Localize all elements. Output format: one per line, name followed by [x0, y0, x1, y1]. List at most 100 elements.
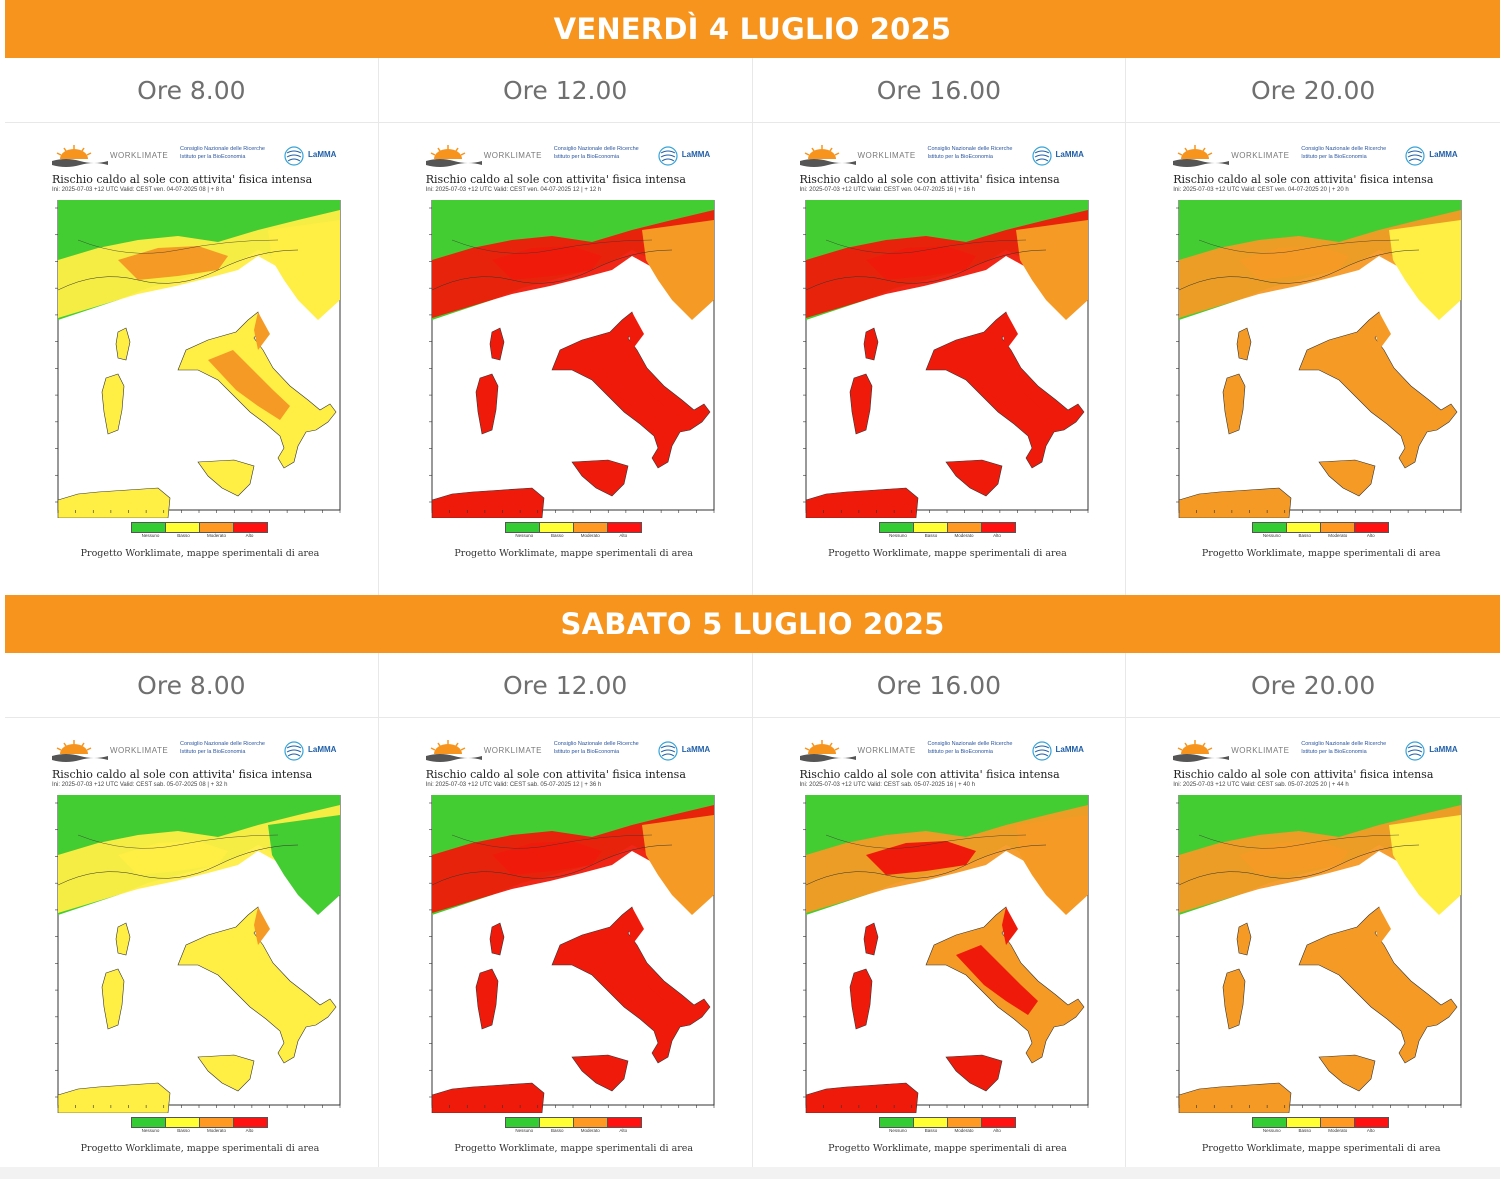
map-card[interactable]: WORKLIMATE Consiglio Nazionale delle Ric… [5, 123, 378, 595]
map-area [52, 795, 348, 1113]
map-title: Rischio caldo al sole con attivita' fisi… [799, 768, 1060, 781]
legend-swatch-basso [912, 1117, 948, 1128]
legend-label: Nessuno [889, 1128, 907, 1133]
hour-label: Ore 20.00 [1126, 653, 1500, 718]
slot-cell: Ore 8.00 WORKLIMATE Consiglio Nazionale [5, 653, 379, 1168]
logo-bar: WORKLIMATE Consiglio Nazionale delle Ric… [425, 141, 722, 171]
legend-swatch-nessuno [878, 522, 914, 533]
risk-legend [426, 522, 722, 533]
cnr-brand: Consiglio Nazionale delle Ricerche Istit… [1301, 146, 1387, 160]
map-credit: Progetto Worklimate, mappe sperimentali … [828, 1143, 1067, 1154]
map-title: Rischio caldo al sole con attivita' fisi… [1173, 173, 1434, 186]
legend-swatch-basso [165, 522, 200, 533]
worklimate-sun-logo [1173, 145, 1230, 167]
forecast-page: VENERDÌ 4 LUGLIO 2025 Ore 8.00 WOR [5, 0, 1500, 1168]
legend-label: Alto [245, 1128, 254, 1133]
legend-label: Moderato [580, 533, 600, 538]
legend-swatch-basso [165, 1117, 200, 1128]
slot-cell: Ore 12.00 WORKLIMATE Consiglio Nazionale [378, 58, 753, 595]
logo-bar: WORKLIMATE Consiglio Nazionale delle Ric… [1173, 141, 1469, 171]
hour-grid: Ore 8.00 WORKLIMATE Consiglio Nazionale [5, 58, 1500, 595]
map-area [1173, 200, 1469, 518]
worklimate-sun-logo [425, 145, 482, 167]
legend-swatch-alto [1354, 1117, 1390, 1128]
legend-swatch-basso [538, 1117, 574, 1128]
risk-legend-labels: Nessuno Basso Moderato Alto [1173, 533, 1469, 538]
legend-label: Moderato [954, 533, 974, 538]
page-footer-strip [0, 1167, 1500, 1179]
legend-swatch-moderato [572, 1117, 608, 1128]
lamma-logo [1405, 741, 1425, 761]
legend-swatch-moderato [199, 522, 234, 533]
legend-label: Basso [177, 1128, 190, 1133]
map-validity: Ini: 2025-07-03 +12 UTC Valid: CEST sab.… [425, 782, 602, 788]
risk-legend [800, 1117, 1096, 1128]
legend-swatch-nessuno [131, 522, 166, 533]
hour-label: Ore 12.00 [378, 653, 752, 718]
legend-label: Alto [619, 1128, 628, 1133]
hour-label: Ore 16.00 [752, 653, 1126, 718]
lamma-brand: LaMMA [681, 745, 711, 754]
risk-legend-labels: Nessuno Basso Moderato Alto [800, 533, 1096, 538]
lamma-logo [284, 741, 304, 761]
risk-legend-labels: Nessuno Basso Moderato Alto [800, 1128, 1096, 1133]
legend-swatch-basso [912, 522, 948, 533]
map-card[interactable]: WORKLIMATE Consiglio Nazionale delle Ric… [379, 718, 752, 1168]
map-validity: Ini: 2025-07-03 +12 UTC Valid: CEST ven.… [425, 187, 602, 193]
slot-cell: Ore 12.00 WORKLIMATE Consiglio Nazionale [378, 653, 753, 1168]
risk-legend-labels: Nessuno Basso Moderato Alto [52, 533, 348, 538]
legend-swatch-alto [1354, 522, 1390, 533]
map-card[interactable]: WORKLIMATE Consiglio Nazionale delle Ric… [753, 718, 1126, 1168]
risk-legend [426, 1117, 722, 1128]
map-validity: Ini: 2025-07-03 +12 UTC Valid: CEST sab.… [799, 782, 975, 788]
lamma-brand: LaMMA [1055, 150, 1084, 159]
logo-bar: WORKLIMATE Consiglio Nazionale delle Ric… [1173, 736, 1469, 766]
logo-bar: WORKLIMATE Consiglio Nazionale delle Ric… [52, 141, 348, 171]
day-section-2: SABATO 5 LUGLIO 2025 Ore 8.00 WORK [5, 595, 1500, 1168]
worklimate-sun-logo [425, 740, 482, 762]
italy-risk-map [55, 795, 341, 1113]
map-title: Rischio caldo al sole con attivita' fisi… [1173, 768, 1434, 781]
legend-label: Moderato [954, 1128, 974, 1133]
map-area [426, 200, 722, 518]
legend-label: Basso [177, 533, 190, 538]
lamma-logo [1031, 741, 1052, 761]
map-area [1173, 795, 1469, 1113]
lamma-logo [284, 146, 304, 166]
map-validity: Ini: 2025-07-03 +12 UTC Valid: CEST sab.… [52, 782, 228, 788]
legend-swatch-alto [980, 522, 1016, 533]
legend-label: Basso [924, 533, 938, 538]
legend-swatch-moderato [1320, 522, 1356, 533]
legend-swatch-nessuno [504, 522, 540, 533]
italy-risk-map [55, 200, 341, 518]
legend-label: Basso [550, 1128, 564, 1133]
day-section-1: VENERDÌ 4 LUGLIO 2025 Ore 8.00 WOR [5, 0, 1500, 595]
cnr-brand: Consiglio Nazionale delle Ricerche Istit… [927, 741, 1013, 755]
map-card[interactable]: WORKLIMATE Consiglio Nazionale delle Ric… [1126, 123, 1500, 595]
worklimate-brand: WORKLIMATE [1231, 746, 1290, 755]
lamma-brand: LaMMA [308, 745, 337, 754]
worklimate-sun-logo [799, 740, 856, 762]
italy-risk-map [1176, 795, 1462, 1113]
legend-label: Nessuno [889, 533, 907, 538]
hour-grid: Ore 8.00 WORKLIMATE Consiglio Nazionale [5, 653, 1500, 1168]
worklimate-sun-logo [52, 145, 108, 167]
map-card[interactable]: WORKLIMATE Consiglio Nazionale delle Ric… [753, 123, 1126, 595]
legend-label: Alto [1366, 533, 1375, 538]
legend-swatch-moderato [946, 1117, 982, 1128]
map-card[interactable]: WORKLIMATE Consiglio Nazionale delle Ric… [1126, 718, 1500, 1168]
map-credit: Progetto Worklimate, mappe sperimentali … [454, 1143, 694, 1154]
map-validity: Ini: 2025-07-03 +12 UTC Valid: CEST ven.… [1173, 187, 1349, 193]
map-area [800, 200, 1096, 518]
map-card[interactable]: WORKLIMATE Consiglio Nazionale delle Ric… [379, 123, 752, 595]
lamma-brand: LaMMA [308, 150, 337, 159]
legend-label: Alto [245, 533, 254, 538]
slot-cell: Ore 16.00 WORKLIMATE Consiglio Nazionale [752, 58, 1127, 595]
risk-legend [800, 522, 1096, 533]
legend-label: Nessuno [1262, 1128, 1281, 1133]
legend-label: Basso [924, 1128, 938, 1133]
worklimate-brand: WORKLIMATE [857, 151, 916, 160]
risk-legend-labels: Nessuno Basso Moderato Alto [426, 1128, 722, 1133]
italy-risk-map [428, 795, 715, 1113]
map-card[interactable]: WORKLIMATE Consiglio Nazionale delle Ric… [5, 718, 378, 1168]
